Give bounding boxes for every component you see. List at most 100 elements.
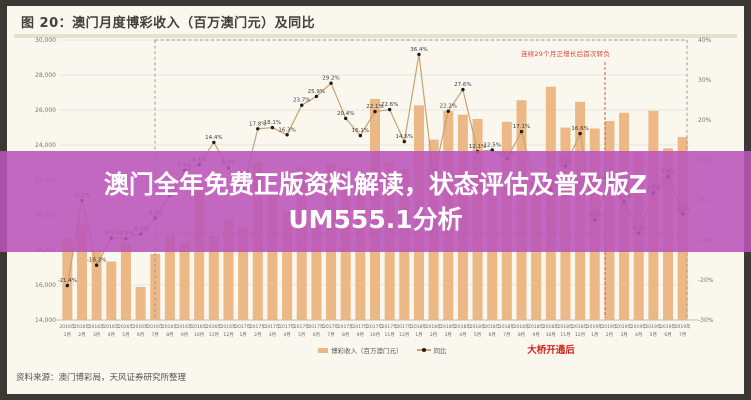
x-tick-year: 2019年 (645, 323, 661, 330)
yoy-point-label: 25.9% (308, 89, 325, 95)
x-tick-year: 2019年 (675, 323, 691, 330)
x-tick-month: 7月 (679, 332, 686, 338)
x-tick-year: 2017年 (279, 323, 295, 330)
x-tick-month: 5月 (650, 332, 657, 338)
yoy-point (285, 133, 289, 137)
x-tick-month: 5月 (298, 332, 305, 338)
yoy-point-label: -21.4% (58, 278, 77, 284)
revenue-bar (135, 287, 146, 320)
yoy-point (65, 283, 70, 288)
yoy-point (373, 109, 377, 114)
revenue-bar (76, 223, 87, 320)
x-tick-year: 2019年 (587, 323, 603, 330)
x-tick-year: 2017年 (294, 323, 310, 330)
x-tick-month: 1月 (64, 332, 71, 338)
yoy-point-label: 14.6% (396, 134, 413, 140)
legend-line-label: 同比 (433, 347, 447, 355)
x-tick-year: 2016年 (59, 323, 75, 330)
chart-legend: 博彩收入（百万澳门元） 同比 (318, 345, 447, 355)
revenue-bar (164, 235, 175, 320)
left-axis-tick: 24,000 (35, 142, 56, 149)
right-axis-tick: -20% (698, 277, 714, 284)
left-axis-tick: 30,000 (35, 37, 56, 44)
x-tick-month: 2月 (606, 332, 613, 338)
x-tick-year: 2019年 (616, 323, 632, 330)
left-axis-tick: 28,000 (35, 72, 56, 79)
x-tick-month: 3月 (620, 332, 627, 338)
revenue-bar (311, 215, 322, 320)
yoy-point (329, 81, 333, 85)
x-tick-month: 12月 (399, 332, 409, 338)
x-tick-year: 2016年 (133, 323, 149, 330)
bridge-open-annotation: 大桥开通后 (527, 345, 575, 356)
legend-item-yoy: 同比 (416, 345, 447, 355)
x-tick-month: 9月 (181, 332, 188, 338)
x-tick-month: 12月 (223, 332, 233, 338)
x-tick-year: 2017年 (338, 323, 354, 330)
x-tick-month: 6月 (313, 332, 320, 338)
x-tick-year: 2017年 (367, 323, 383, 330)
legend-bar-label: 博彩收入（百万澳门元） (331, 347, 403, 355)
x-tick-month: 2月 (78, 332, 85, 338)
legend-line-marker (421, 347, 426, 352)
revenue-bar (91, 250, 102, 320)
x-tick-month: 1月 (239, 332, 246, 338)
yoy-point-label: 16.6% (571, 126, 588, 132)
x-tick-month: 3月 (269, 332, 276, 338)
x-tick-month: 7月 (327, 332, 334, 338)
x-tick-year: 2016年 (89, 323, 105, 330)
x-tick-year: 2019年 (660, 323, 676, 330)
yoy-point (446, 109, 450, 113)
yoy-point-label: 16.3% (278, 127, 295, 133)
revenue-bar (106, 261, 117, 320)
x-tick-month: 8月 (342, 332, 349, 338)
yoy-point-label: 12.1% (469, 144, 486, 150)
x-tick-month: 11月 (209, 332, 219, 338)
legend-line-swatch (416, 347, 431, 352)
x-tick-month: 1月 (415, 332, 422, 338)
revenue-bar (355, 190, 366, 320)
figure-title: 图 20：澳门月度博彩收入（百万澳门元）及同比 (21, 16, 316, 31)
x-tick-year: 2018年 (572, 323, 588, 330)
x-tick-year: 2017年 (396, 323, 412, 330)
yoy-point-label: 14.4% (205, 135, 222, 141)
growth-streak-annotation: 连续29个月正增长后首次转负 (521, 50, 611, 58)
x-tick-month: 1月 (591, 332, 598, 338)
right-axis-tick: -30% (698, 317, 714, 324)
revenue-bar (267, 193, 278, 320)
x-tick-year: 2018年 (528, 323, 544, 330)
x-tick-year: 2016年 (118, 323, 134, 330)
x-tick-year: 2018年 (499, 323, 515, 330)
yoy-point (343, 116, 348, 121)
x-tick-month: 7月 (152, 332, 159, 338)
yoy-point-label: 36.4% (410, 47, 427, 53)
x-tick-month: 4月 (459, 332, 466, 338)
x-tick-year: 2017年 (352, 323, 368, 330)
x-tick-month: 6月 (137, 332, 144, 338)
left-axis-tick: 14,000 (35, 317, 56, 324)
watermark-line1: 澳门全年免费正版资料解读，状态评估及普及版Z (103, 169, 648, 199)
x-tick-year: 2016年 (221, 323, 237, 330)
x-tick-month: 4月 (635, 332, 642, 338)
x-tick-year: 2017年 (323, 323, 339, 330)
yoy-point-label: -16.3% (87, 258, 106, 264)
yoy-point-label: 17.1% (513, 124, 530, 130)
x-tick-year: 2017年 (264, 323, 280, 330)
yoy-point (417, 52, 421, 57)
x-tick-year: 2018年 (411, 323, 427, 330)
x-tick-month: 9月 (357, 332, 364, 338)
x-tick-year: 2018年 (484, 323, 500, 330)
revenue-bar (238, 228, 249, 320)
yoy-point (578, 131, 582, 136)
x-tick-month: 3月 (93, 332, 100, 338)
x-tick-year: 2019年 (601, 323, 617, 330)
right-axis-tick: 30% (698, 77, 712, 84)
x-tick-month: 2月 (254, 332, 261, 338)
x-tick-year: 2018年 (440, 323, 456, 330)
yoy-point (387, 107, 392, 112)
yoy-point-label: 22.1% (366, 104, 383, 110)
x-tick-year: 2019年 (631, 323, 647, 330)
x-tick-year: 2018年 (426, 323, 442, 330)
x-tick-month: 12月 (575, 332, 585, 338)
